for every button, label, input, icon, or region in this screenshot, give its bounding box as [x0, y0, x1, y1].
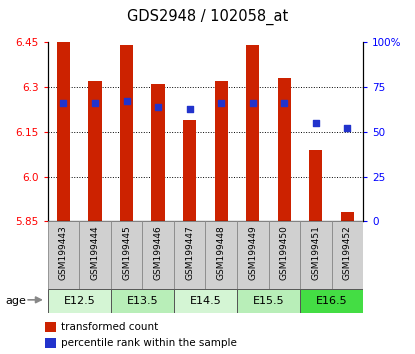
- Bar: [215, 81, 228, 221]
- Bar: [237, 221, 269, 289]
- Bar: [48, 221, 79, 289]
- Point: [281, 101, 288, 106]
- Bar: [278, 78, 291, 221]
- Text: transformed count: transformed count: [61, 322, 158, 332]
- Bar: [88, 81, 102, 221]
- Point: [186, 106, 193, 112]
- Bar: [174, 221, 205, 289]
- Bar: [269, 221, 300, 289]
- Bar: [120, 45, 133, 221]
- Text: percentile rank within the sample: percentile rank within the sample: [61, 338, 237, 348]
- Bar: [79, 221, 111, 289]
- Bar: [237, 289, 300, 313]
- Bar: [111, 289, 174, 313]
- Bar: [45, 322, 56, 332]
- Point: [92, 101, 98, 106]
- Text: GSM199445: GSM199445: [122, 225, 131, 280]
- Point: [155, 104, 161, 110]
- Bar: [309, 150, 322, 221]
- Text: E14.5: E14.5: [190, 296, 221, 306]
- Bar: [300, 221, 332, 289]
- Text: GSM199448: GSM199448: [217, 225, 226, 280]
- Text: GSM199449: GSM199449: [248, 225, 257, 280]
- Point: [249, 101, 256, 106]
- Bar: [57, 42, 70, 221]
- Text: GSM199447: GSM199447: [185, 225, 194, 280]
- Bar: [183, 120, 196, 221]
- Point: [60, 101, 67, 106]
- Bar: [142, 221, 174, 289]
- Bar: [332, 221, 363, 289]
- Point: [344, 125, 351, 131]
- Text: age: age: [5, 296, 26, 306]
- Text: GDS2948 / 102058_at: GDS2948 / 102058_at: [127, 9, 288, 25]
- Bar: [174, 289, 237, 313]
- Text: GSM199443: GSM199443: [59, 225, 68, 280]
- Bar: [48, 289, 111, 313]
- Bar: [151, 84, 165, 221]
- Bar: [111, 221, 142, 289]
- Point: [312, 120, 319, 126]
- Text: E12.5: E12.5: [63, 296, 95, 306]
- Text: GSM199450: GSM199450: [280, 225, 289, 280]
- Text: GSM199444: GSM199444: [90, 225, 100, 280]
- Text: E16.5: E16.5: [316, 296, 347, 306]
- Bar: [341, 212, 354, 221]
- Text: GSM199446: GSM199446: [154, 225, 163, 280]
- Bar: [300, 289, 363, 313]
- Bar: [45, 338, 56, 348]
- Bar: [246, 45, 259, 221]
- Text: GSM199452: GSM199452: [343, 225, 352, 280]
- Text: E13.5: E13.5: [127, 296, 158, 306]
- Bar: [205, 221, 237, 289]
- Text: E15.5: E15.5: [253, 296, 284, 306]
- Point: [123, 99, 130, 104]
- Point: [218, 101, 225, 106]
- Text: GSM199451: GSM199451: [311, 225, 320, 280]
